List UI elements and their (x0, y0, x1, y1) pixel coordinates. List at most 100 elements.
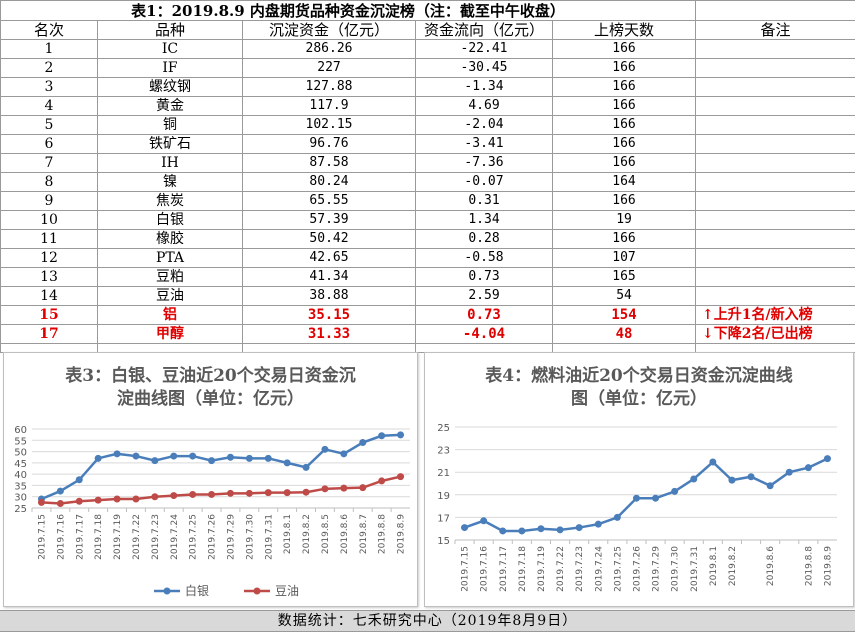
y-tick-label: 35 (14, 481, 27, 492)
data-point (823, 455, 831, 463)
cell-note (695, 153, 855, 173)
data-point (302, 463, 310, 471)
x-tick-label: 2019.7.30 (671, 546, 681, 592)
cell-flow: -0.07 (415, 172, 553, 192)
data-point (652, 494, 660, 502)
cell-rank: 14 (0, 286, 98, 306)
legend-label: 白银 (185, 583, 209, 598)
x-tick-label: 2019.8.8 (378, 514, 388, 554)
cell-name: IF (97, 58, 243, 78)
cell-rank: 17 (0, 324, 98, 344)
cell-capital: 117.9 (242, 96, 416, 116)
data-point (113, 450, 121, 458)
cell-days: 154 (551, 305, 697, 325)
y-tick-label: 25 (437, 423, 450, 434)
data-point (283, 489, 291, 497)
cell-days: 19 (551, 210, 697, 230)
cell-days: 166 (551, 58, 697, 78)
cell-flow: 2.59 (415, 286, 553, 306)
x-tick-label: 2019.8.1 (709, 546, 719, 586)
cell-rank: 10 (0, 210, 98, 230)
cell-capital: 42.65 (242, 248, 416, 268)
x-tick-label: 2019.7.24 (594, 546, 604, 592)
x-tick-label: 2019.8.2 (302, 514, 312, 554)
y-tick-label: 50 (14, 448, 27, 459)
cell-flow: -2.04 (415, 115, 553, 135)
x-tick-label: 2019.7.25 (189, 514, 199, 560)
cell-capital: 87.58 (242, 153, 416, 173)
table-title: 表1：2019.8.9 内盘期货品种资金沉淀榜（注：截至中午收盘） (0, 0, 697, 21)
table-header-row: 名次 品种 沉淀资金（亿元） 资金流向（亿元） 上榜天数 备注 (0, 20, 855, 40)
x-tick-label: 2019.8.5 (321, 514, 331, 554)
data-point (804, 464, 812, 472)
table-row: 12 PTA 42.65 -0.58 107 (0, 248, 855, 268)
x-tick-label: 2019.7.18 (518, 546, 528, 592)
cell-days: 166 (551, 134, 697, 154)
data-point (37, 498, 45, 506)
table-row: 15 铝 35.15 0.73 154 ↑上升1名/新入榜 (0, 305, 855, 325)
table-row: 11 橡胶 50.42 0.28 166 (0, 229, 855, 249)
chart-title-line-1: 表3：白银、豆油近20个交易日资金沉 (65, 366, 356, 386)
header-capital: 沉淀资金（亿元） (242, 20, 416, 40)
cell-days: 166 (551, 229, 697, 249)
data-point (321, 485, 329, 493)
data-point (397, 431, 405, 439)
table-title-row: 表1：2019.8.9 内盘期货品种资金沉淀榜（注：截至中午收盘） (0, 0, 855, 21)
data-point (499, 527, 507, 535)
cell-note (695, 39, 855, 59)
cell-days: 166 (551, 39, 697, 59)
data-point (766, 482, 774, 490)
cell-flow: 0.73 (415, 305, 553, 325)
data-point (397, 473, 405, 481)
capital-ranking-table: 表1：2019.8.9 内盘期货品种资金沉淀榜（注：截至中午收盘） 名次 品种 … (0, 0, 855, 353)
x-tick-label: 2019.8.6 (340, 514, 350, 554)
cell-rank: 15 (0, 305, 98, 325)
x-tick-label: 2019.7.26 (632, 546, 642, 592)
cell-name: IH (97, 153, 243, 173)
y-tick-label: 19 (437, 491, 450, 502)
cell-flow: -7.36 (415, 153, 553, 173)
cell-name: 镍 (97, 172, 243, 192)
cell-note (695, 286, 855, 306)
data-point (747, 473, 755, 481)
cell-capital: 50.42 (242, 229, 416, 249)
data-point (94, 454, 102, 462)
x-tick-label: 2019.7.24 (170, 514, 180, 560)
cell-note (695, 77, 855, 97)
data-point (709, 458, 717, 466)
data-point (594, 520, 602, 528)
table-row: 8 镍 80.24 -0.07 164 (0, 172, 855, 192)
x-tick-label: 2019.8.1 (283, 514, 293, 554)
cell-rank: 13 (0, 267, 98, 287)
data-point (632, 494, 640, 502)
x-tick-label: 2019.8.7 (359, 514, 369, 554)
x-tick-label: 2019.7.19 (113, 514, 123, 560)
cell-note (695, 172, 855, 192)
y-tick-label: 21 (437, 468, 450, 479)
x-tick-label: 2019.7.31 (264, 514, 274, 560)
cell-capital: 227 (242, 58, 416, 78)
y-tick-label: 40 (14, 470, 27, 481)
cell-note (695, 134, 855, 154)
cell-flow: -1.34 (415, 77, 553, 97)
x-tick-label: 2019.7.15 (37, 514, 47, 560)
cell-rank: 9 (0, 191, 98, 211)
data-point (537, 525, 545, 533)
cell-rank: 2 (0, 58, 98, 78)
cell-capital: 57.39 (242, 210, 416, 230)
data-point (359, 439, 367, 447)
data-point (226, 489, 234, 497)
data-point (245, 454, 253, 462)
x-tick-label: 2019.7.29 (226, 514, 236, 560)
chart-fuel-oil: 表4：燃料油近20个交易日资金沉淀曲线 图（单位：亿元） 15 17 19 21 23 2… (424, 352, 854, 607)
table-row: 1 IC 286.26 -22.41 166 (0, 39, 855, 59)
data-point (132, 452, 140, 460)
data-point (283, 459, 291, 467)
cell-rank: 6 (0, 134, 98, 154)
x-tick-label: 2019.8.9 (397, 514, 407, 554)
legend-marker (253, 587, 261, 595)
chart-title-line-2: 淀曲线图（单位：亿元） (117, 389, 304, 409)
cell-rank: 8 (0, 172, 98, 192)
cell-name: 铁矿石 (97, 134, 243, 154)
cell-name: 焦炭 (97, 191, 243, 211)
